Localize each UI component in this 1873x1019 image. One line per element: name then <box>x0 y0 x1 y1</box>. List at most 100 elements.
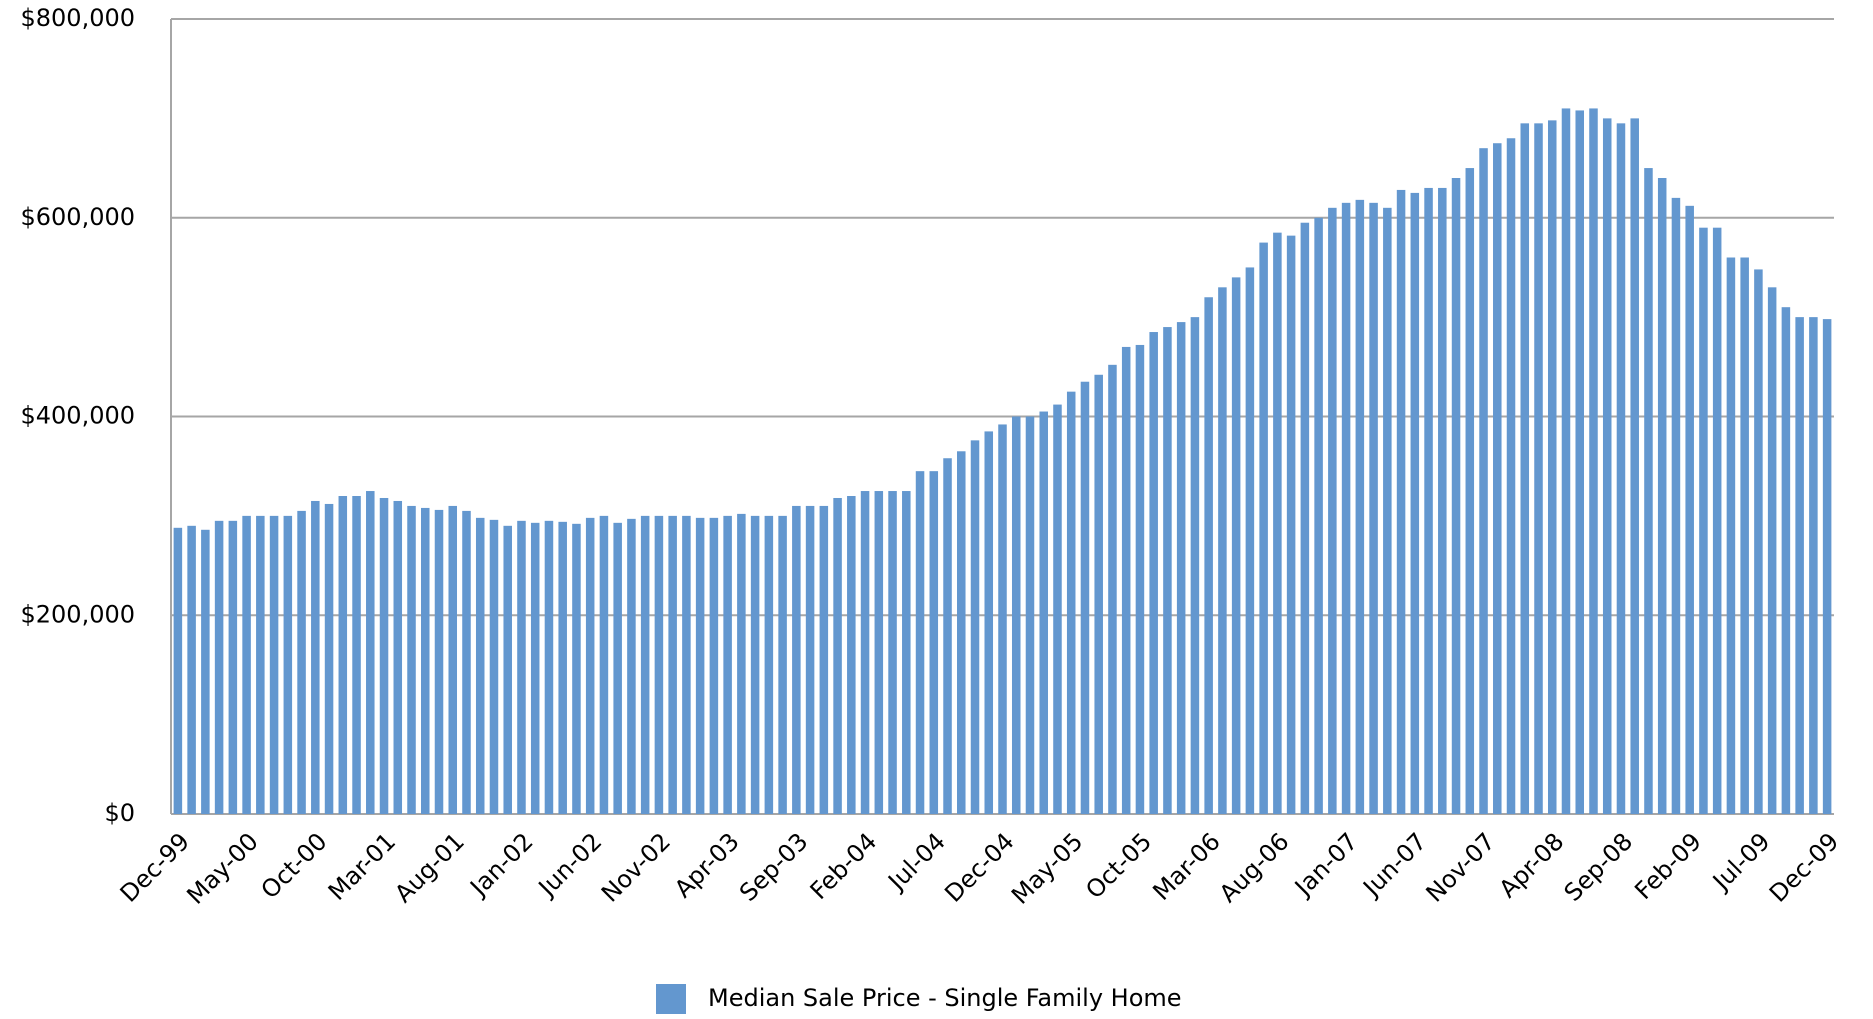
bar <box>1754 269 1763 814</box>
bar <box>1767 287 1777 814</box>
x-tick-label: Aug-06 <box>1214 827 1295 908</box>
x-tick-label: Feb-04 <box>805 827 883 905</box>
x-tick-label: Nov-07 <box>1421 827 1501 907</box>
bar <box>1300 222 1310 814</box>
bar <box>1286 235 1296 814</box>
x-tick-label: May-00 <box>181 827 263 909</box>
bar <box>1520 123 1530 814</box>
bar <box>819 505 829 814</box>
x-tick-label: Dec-04 <box>939 827 1019 907</box>
bar <box>352 496 361 814</box>
x-tick-label: Feb-09 <box>1629 827 1707 905</box>
bar <box>1630 118 1639 814</box>
bar <box>1493 143 1502 814</box>
x-tick-label: Jan-02 <box>464 827 539 902</box>
bar <box>530 522 540 814</box>
bar <box>558 521 567 814</box>
bar <box>929 471 939 814</box>
bar <box>1149 332 1158 814</box>
bar <box>1726 257 1736 814</box>
bar <box>187 525 196 814</box>
bar <box>737 513 746 814</box>
bar <box>1424 187 1433 814</box>
bar <box>475 517 485 814</box>
bar <box>407 505 416 814</box>
x-tick-label: Jun-02 <box>532 827 607 902</box>
bar <box>379 497 389 814</box>
bar <box>1712 227 1722 814</box>
bar <box>1506 138 1516 814</box>
bar <box>1135 344 1145 814</box>
bar <box>847 496 856 814</box>
bar <box>1314 217 1323 814</box>
x-tick-label: Jan-07 <box>1288 827 1363 902</box>
bar <box>517 520 526 814</box>
bar <box>709 517 719 814</box>
bar <box>1011 416 1021 814</box>
bar <box>366 491 375 814</box>
bar <box>1176 322 1186 814</box>
y-tick-label: $0 <box>104 799 135 827</box>
bar <box>833 497 842 814</box>
bar <box>778 515 787 814</box>
x-tick-label: Mar-01 <box>323 827 401 905</box>
bar <box>860 491 870 814</box>
bar <box>1080 381 1090 814</box>
bar <box>448 505 458 814</box>
x-tick-label: Mar-06 <box>1147 827 1225 905</box>
x-tick-label: Sep-08 <box>1559 827 1639 907</box>
bar <box>1547 120 1557 815</box>
bar <box>256 515 265 814</box>
bar <box>544 520 554 814</box>
bar <box>1465 168 1475 814</box>
bar <box>1644 168 1653 814</box>
y-tick-label: $400,000 <box>20 402 135 430</box>
x-tick-label: Sep-03 <box>734 827 814 907</box>
bar <box>805 505 815 814</box>
bar <box>1451 178 1461 814</box>
bar <box>682 515 691 814</box>
bar <box>874 491 884 814</box>
bar <box>668 515 677 814</box>
bar <box>957 451 966 814</box>
bar <box>640 515 650 814</box>
bar <box>1231 277 1241 814</box>
bar <box>269 515 279 814</box>
bar <box>1039 411 1048 814</box>
bar <box>462 510 471 814</box>
bar <box>1383 207 1392 814</box>
bar <box>902 491 911 814</box>
bar <box>1341 202 1351 814</box>
bar <box>283 515 293 814</box>
bar <box>434 509 444 814</box>
bar <box>888 491 897 814</box>
bar <box>489 519 499 814</box>
bar <box>915 471 925 814</box>
bar <box>1534 123 1543 814</box>
x-tick-label: Apr-03 <box>669 827 745 903</box>
x-tick-label: Jun-07 <box>1357 827 1432 902</box>
bar <box>1369 202 1378 814</box>
bar <box>1602 118 1612 814</box>
x-tick-label: Oct-00 <box>256 827 333 904</box>
y-tick-label: $600,000 <box>20 203 135 231</box>
bar <box>1025 416 1035 814</box>
bar <box>1108 364 1117 814</box>
bar <box>242 515 251 814</box>
bar <box>1781 307 1791 814</box>
bar <box>1410 192 1420 814</box>
bar <box>1671 197 1681 814</box>
bar <box>201 529 210 814</box>
bar <box>1699 227 1708 814</box>
bar <box>297 510 306 814</box>
bar <box>1822 319 1832 814</box>
bar <box>998 424 1007 814</box>
bar <box>503 525 512 814</box>
bar <box>1355 199 1365 815</box>
bar <box>1396 189 1406 815</box>
bar <box>420 507 430 814</box>
y-tick-label: $800,000 <box>20 4 135 32</box>
bar <box>1190 317 1200 814</box>
legend-swatch <box>656 984 686 1014</box>
x-tick-label: Dec-99 <box>115 827 195 907</box>
